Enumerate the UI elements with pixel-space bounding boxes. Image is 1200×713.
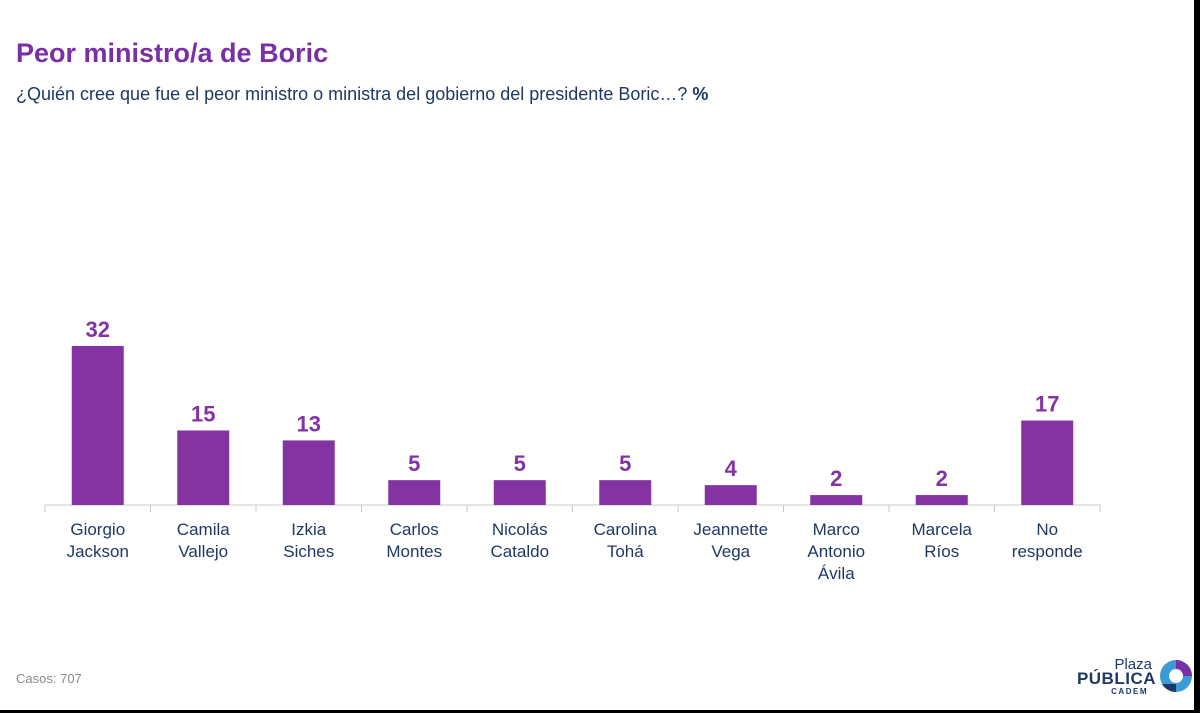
bar-value-label: 15	[191, 401, 215, 426]
subtitle-question: ¿Quién cree que fue el peor ministro o m…	[16, 84, 688, 104]
plaza-publica-cadem-logo: Plaza PÚBLICA CADEM	[1076, 656, 1196, 696]
category-label: Jeannette Vega	[693, 520, 768, 561]
category-label: Nicolás Cataldo	[490, 520, 549, 561]
bar-value-label: 4	[725, 456, 738, 481]
chart-subtitle: ¿Quién cree que fue el peor ministro o m…	[16, 84, 708, 105]
bar-value-label: 17	[1035, 392, 1059, 417]
subtitle-unit: %	[692, 84, 709, 104]
bar-value-label: 5	[619, 451, 631, 476]
category-label: No responde	[1012, 520, 1083, 561]
category-label: Carolina Tohá	[594, 520, 658, 561]
bar-value-label: 5	[408, 451, 420, 476]
bar	[915, 495, 968, 505]
bar	[704, 485, 757, 505]
bar-value-label: 32	[86, 317, 110, 342]
bar	[71, 346, 124, 505]
casos-label: Casos:	[16, 671, 57, 686]
bar-value-label: 13	[297, 411, 321, 436]
bar	[177, 430, 230, 505]
bar-value-label: 2	[830, 466, 842, 491]
bar-value-label: 5	[514, 451, 526, 476]
sample-size-note: Casos: 707	[16, 671, 82, 686]
logo-text-publica: PÚBLICA	[1076, 669, 1156, 688]
right-border	[1194, 0, 1200, 713]
category-label: Marcela Ríos	[912, 520, 973, 561]
bottom-border	[0, 710, 1200, 713]
logo-swirl-icon	[1160, 660, 1192, 693]
bar	[810, 495, 863, 505]
logo-text-plaza: Plaza	[1114, 656, 1152, 673]
chart-title: Peor ministro/a de Boric	[16, 38, 329, 68]
category-label: Giorgio Jackson	[67, 520, 129, 561]
category-label: Izkia Siches	[283, 520, 334, 561]
bar-chart: 32 Giorgio Jackson 15 Camila Vallejo 13 Izkia Si…	[44, 317, 1101, 583]
category-label: Carlos Montes	[386, 520, 442, 561]
bar	[493, 480, 546, 505]
bar	[1021, 420, 1074, 505]
category-label: Marco Antonio Ávila	[807, 520, 865, 583]
bar	[282, 440, 335, 505]
bar	[388, 480, 441, 505]
category-label: Camila Vallejo	[177, 520, 230, 561]
bar	[599, 480, 652, 505]
bar-value-label: 2	[936, 466, 948, 491]
logo-text-cadem: CADEM	[1111, 687, 1148, 696]
casos-value: 707	[60, 671, 82, 686]
